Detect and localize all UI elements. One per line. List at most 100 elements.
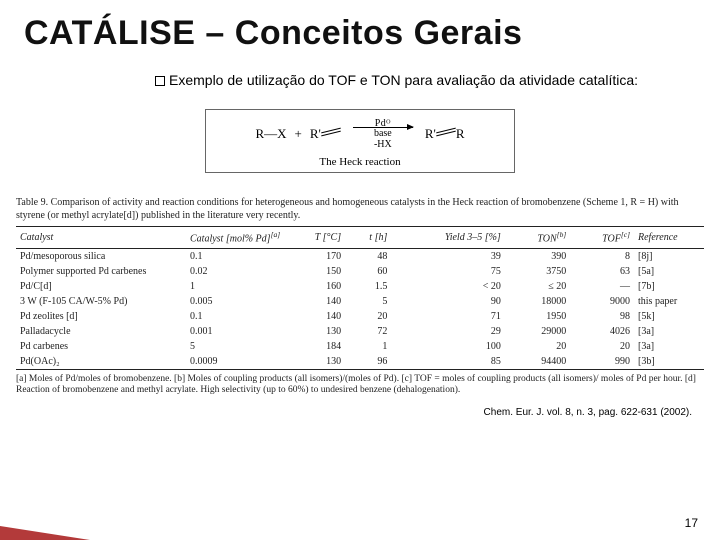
cell-tof: 98 [570,309,634,324]
cell-temp: 130 [284,324,345,339]
reaction-arrow: Pdᴼ base -HX [353,118,413,150]
cell-load: 0.02 [186,264,284,279]
cell-ref: [3a] [634,324,704,339]
cell-ref: [3a] [634,339,704,354]
cell-ton: 20 [505,339,570,354]
th-yield: Yield 3–5 [%] [391,227,504,248]
cell-yield: 90 [391,294,504,309]
cell-tof: — [570,279,634,294]
th-catalyst: Catalyst [16,227,186,248]
th-time: t [h] [345,227,391,248]
table-header-row: Catalyst Catalyst [mol% Pd][a] T [°C] t … [16,227,704,248]
table-row: Pd(OAc)₂0.0009130968594400990[3b] [16,354,704,370]
cell-ton: ≤ 20 [505,279,570,294]
cell-yield: < 20 [391,279,504,294]
cell-load: 0.001 [186,324,284,339]
th-tof: TOF[c] [570,227,634,248]
double-bond-icon [321,128,341,136]
cell-catalyst: Pd zeolites [d] [16,309,186,324]
cell-temp: 150 [284,264,345,279]
arrow-line-icon [353,127,413,128]
cell-catalyst: Pd(OAc)₂ [16,354,186,370]
th-ref: Reference [634,227,704,248]
cell-time: 1.5 [345,279,391,294]
cell-temp: 130 [284,354,345,370]
scheme-caption: The Heck reaction [216,156,504,168]
cell-ton: 3750 [505,264,570,279]
table-row: Pd/mesoporous silica0.117048393908[8j] [16,248,704,264]
cell-ref: [7b] [634,279,704,294]
page-title: CATÁLISE – Conceitos Gerais [0,0,720,53]
cell-ton: 18000 [505,294,570,309]
comparison-table-block: Table 9. Comparison of activity and reac… [16,197,704,397]
reaction-scheme: R—X + R' Pdᴼ base -HX R'R The Heck react… [205,109,515,173]
cell-time: 72 [345,324,391,339]
page-number: 17 [685,516,698,530]
cell-tof: 4026 [570,324,634,339]
th-load: Catalyst [mol% Pd][a] [186,227,284,248]
cell-temp: 160 [284,279,345,294]
cell-time: 20 [345,309,391,324]
cell-catalyst: Polymer supported Pd carbenes [16,264,186,279]
table-caption: Table 9. Comparison of activity and reac… [16,197,704,222]
cell-yield: 75 [391,264,504,279]
table-row: Pd zeolites [d]0.11402071195098[5k] [16,309,704,324]
cell-time: 1 [345,339,391,354]
cell-temp: 170 [284,248,345,264]
cell-ton: 94400 [505,354,570,370]
th-ton: TON[b] [505,227,570,248]
reaction-row: R—X + R' Pdᴼ base -HX R'R [216,118,504,150]
th-temp: T [°C] [284,227,345,248]
cell-temp: 140 [284,309,345,324]
cell-tof: 990 [570,354,634,370]
cell-yield: 100 [391,339,504,354]
cell-ref: [8j] [634,248,704,264]
cell-ref: [3b] [634,354,704,370]
cell-yield: 39 [391,248,504,264]
cell-catalyst: Pd/mesoporous silica [16,248,186,264]
plus-sign: + [295,126,302,142]
corner-accent-icon [0,526,90,540]
citation: Chem. Eur. J. vol. 8, n. 3, pag. 622-631… [0,407,692,418]
cell-catalyst: 3 W (F-105 CA/W-5% Pd) [16,294,186,309]
cell-time: 5 [345,294,391,309]
table-row: Palladacycle0.0011307229290004026[3a] [16,324,704,339]
cell-ton: 1950 [505,309,570,324]
comparison-table: Catalyst Catalyst [mol% Pd][a] T [°C] t … [16,226,704,369]
cell-time: 48 [345,248,391,264]
table-row: Pd carbenes518411002020[3a] [16,339,704,354]
reactant-rx: R—X [255,126,286,142]
cell-ton: 390 [505,248,570,264]
cell-yield: 85 [391,354,504,370]
cell-catalyst: Pd/C[d] [16,279,186,294]
cell-load: 0.1 [186,309,284,324]
cell-ton: 29000 [505,324,570,339]
table-row: Pd/C[d]11601.5< 20≤ 20—[7b] [16,279,704,294]
table-footnote: [a] Moles of Pd/moles of bromobenzene. [… [16,374,704,398]
cell-load: 1 [186,279,284,294]
cell-time: 96 [345,354,391,370]
cell-temp: 140 [284,294,345,309]
cell-yield: 29 [391,324,504,339]
cell-ref: this paper [634,294,704,309]
example-subtitle: Exemplo de utilização do TOF e TON para … [155,71,655,89]
table-row: Polymer supported Pd carbenes0.021506075… [16,264,704,279]
cell-load: 0.005 [186,294,284,309]
cell-catalyst: Pd carbenes [16,339,186,354]
product-alkene: R'R [425,126,465,142]
cell-time: 60 [345,264,391,279]
bullet-icon [155,76,165,86]
table-row: 3 W (F-105 CA/W-5% Pd)0.0051405901800090… [16,294,704,309]
reactant-alkene: R' [310,126,341,142]
cell-tof: 20 [570,339,634,354]
cell-temp: 184 [284,339,345,354]
cell-catalyst: Palladacycle [16,324,186,339]
subtitle-text: Exemplo de utilização do TOF e TON para … [169,72,638,88]
cell-ref: [5a] [634,264,704,279]
cell-tof: 9000 [570,294,634,309]
double-bond-icon [436,128,456,136]
cell-yield: 71 [391,309,504,324]
arrow-bottom-label2: -HX [374,139,392,150]
cell-tof: 63 [570,264,634,279]
cell-tof: 8 [570,248,634,264]
